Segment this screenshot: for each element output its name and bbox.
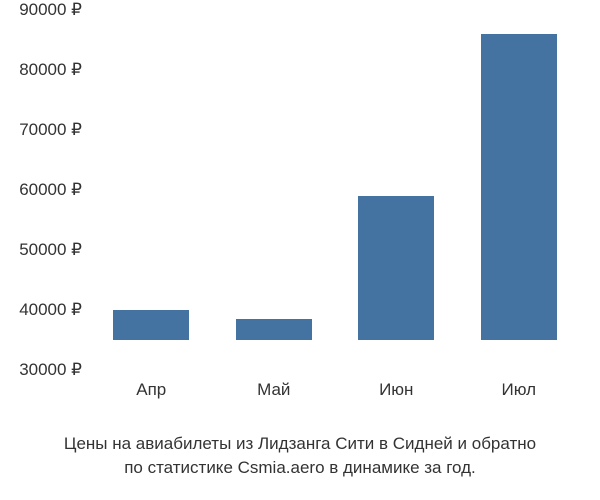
bar [236,319,312,340]
caption-line-1: Цены на авиабилеты из Лидзанга Сити в Си… [64,434,536,453]
y-axis-tick: 90000 ₽ [0,0,82,20]
x-axis-tick: Июн [346,380,446,400]
y-axis-tick: 70000 ₽ [0,120,82,140]
y-axis-tick: 80000 ₽ [0,60,82,80]
y-axis-tick: 60000 ₽ [0,180,82,200]
bar [358,196,434,340]
x-axis-tick: Апр [101,380,201,400]
x-axis-tick: Май [224,380,324,400]
x-axis-tick: Июл [469,380,569,400]
chart-caption: Цены на авиабилеты из Лидзанга Сити в Си… [0,432,600,480]
plot-area [90,10,580,370]
y-axis-tick: 30000 ₽ [0,360,82,380]
y-axis-tick: 50000 ₽ [0,240,82,260]
price-chart: 30000 ₽40000 ₽50000 ₽60000 ₽70000 ₽80000… [90,10,580,400]
y-axis-tick: 40000 ₽ [0,300,82,320]
caption-line-2: по статистике Csmia.aero в динамике за г… [124,458,476,477]
bar [481,34,557,340]
bar [113,310,189,340]
